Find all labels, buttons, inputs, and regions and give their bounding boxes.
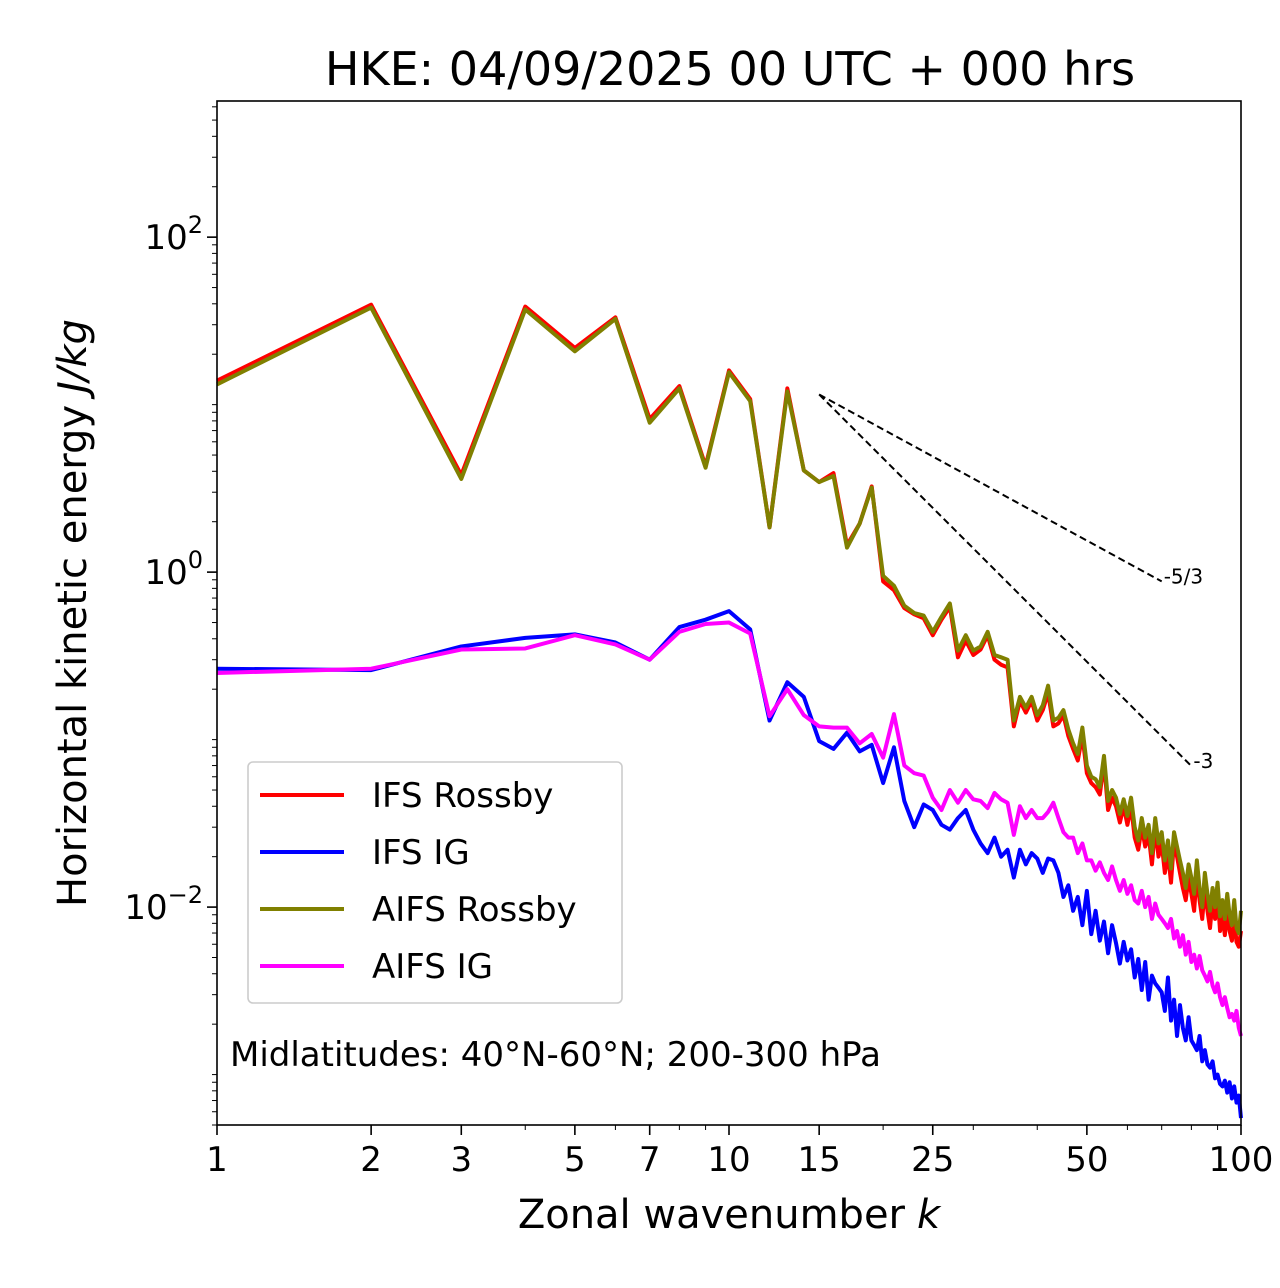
y-minor-ticks [212,106,217,1126]
y-tick-label: 10−2 [124,881,203,928]
slope-line-minus-5-3 [818,393,1163,583]
x-axis-label-text: Zonal wavenumber [518,1192,906,1238]
slope-label-minus-5-3: -5/3 [1164,564,1203,588]
chart-title: HKE: 04/09/2025 00 UTC + 000 hrs [325,42,1135,96]
x-tick-label: 3 [450,1140,472,1180]
y-axis-label: Horizontal kinetic energy J/kg [50,319,96,907]
y-axis-ticks: 102 100 10−2 [124,211,217,928]
reference-slopes: -5/3 -3 [818,393,1213,773]
x-tick-label: 1 [206,1140,228,1180]
legend-label: IFS IG [372,833,470,873]
x-tick-label: 5 [564,1140,586,1180]
legend-label: IFS Rossby [372,776,553,816]
y-tick-label: 102 [144,211,203,258]
plot-area: 1 2 3 5 7 10 15 25 50 100 102 100 10−2 -5/3 -3 [124,100,1273,1180]
x-tick-label: 2 [360,1140,382,1180]
x-axis-ticks: 1 2 3 5 7 10 15 25 50 100 [206,1125,1273,1180]
series-lines [216,302,1243,1119]
x-tick-label: 25 [911,1140,954,1180]
legend: IFS Rossby IFS IG AIFS Rossby AIFS IG [247,761,623,1004]
series-aifs-ig [216,620,1243,1037]
plot-frame [216,100,1242,1126]
legend-box [247,761,623,1004]
x-tick-label: 15 [798,1140,841,1180]
x-tick-label: 10 [707,1140,750,1180]
x-minor-ticks [524,1125,1219,1130]
legend-label: AIFS IG [372,947,493,987]
x-tick-label: 7 [639,1140,661,1180]
x-axis-label: Zonal wavenumber k [518,1192,942,1238]
x-tick-label: 100 [1209,1140,1274,1180]
x-axis-label-var: k [917,1192,942,1238]
slope-label-minus-3: -3 [1193,749,1213,773]
x-tick-label: 50 [1065,1140,1108,1180]
y-axis-label-text: Horizontal kinetic energy [50,405,96,907]
region-annotation: Midlatitudes: 40°N-60°N; 200-300 hPa [230,1035,881,1075]
series-aifs-rossby [216,305,1243,936]
y-axis-label-unit: J/kg [50,319,96,400]
legend-label: AIFS Rossby [372,890,577,930]
series-ifs-ig [216,609,1243,1119]
y-tick-label: 100 [144,546,203,593]
